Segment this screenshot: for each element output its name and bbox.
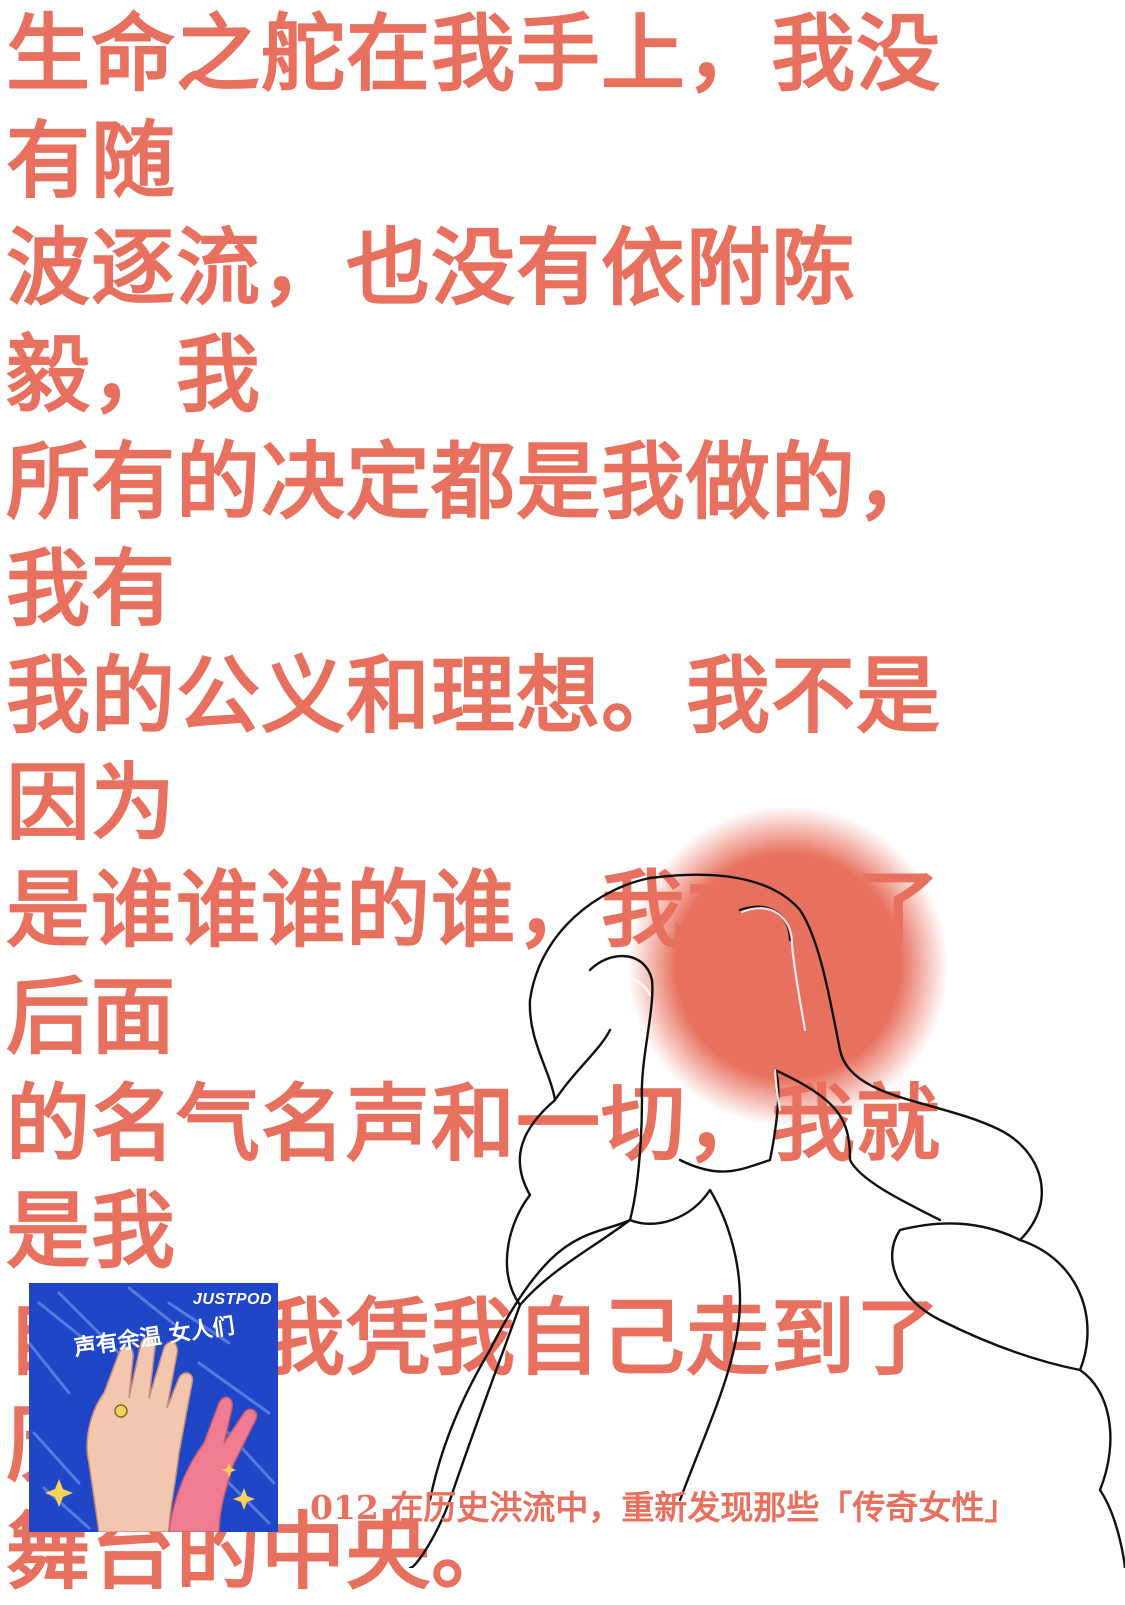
- brand-logo: JUSTPOD: [192, 1291, 272, 1308]
- hair-outline-left: [408, 876, 652, 1568]
- red-circle: [628, 806, 948, 1126]
- woman-illustration: [408, 806, 1125, 1568]
- podcast-cover-art: [29, 1283, 278, 1532]
- podcast-cover[interactable]: JUSTPOD 声有余温 女人们: [29, 1283, 278, 1532]
- quote-text: 生命之舵在我手上，我没有随 波逐流，也没有依附陈毅，我 所有的决定都是我做的，我…: [6, 4, 942, 1601]
- episode-caption: 012 在历史洪流中，重新发现那些「传奇女性」: [310, 1488, 1018, 1527]
